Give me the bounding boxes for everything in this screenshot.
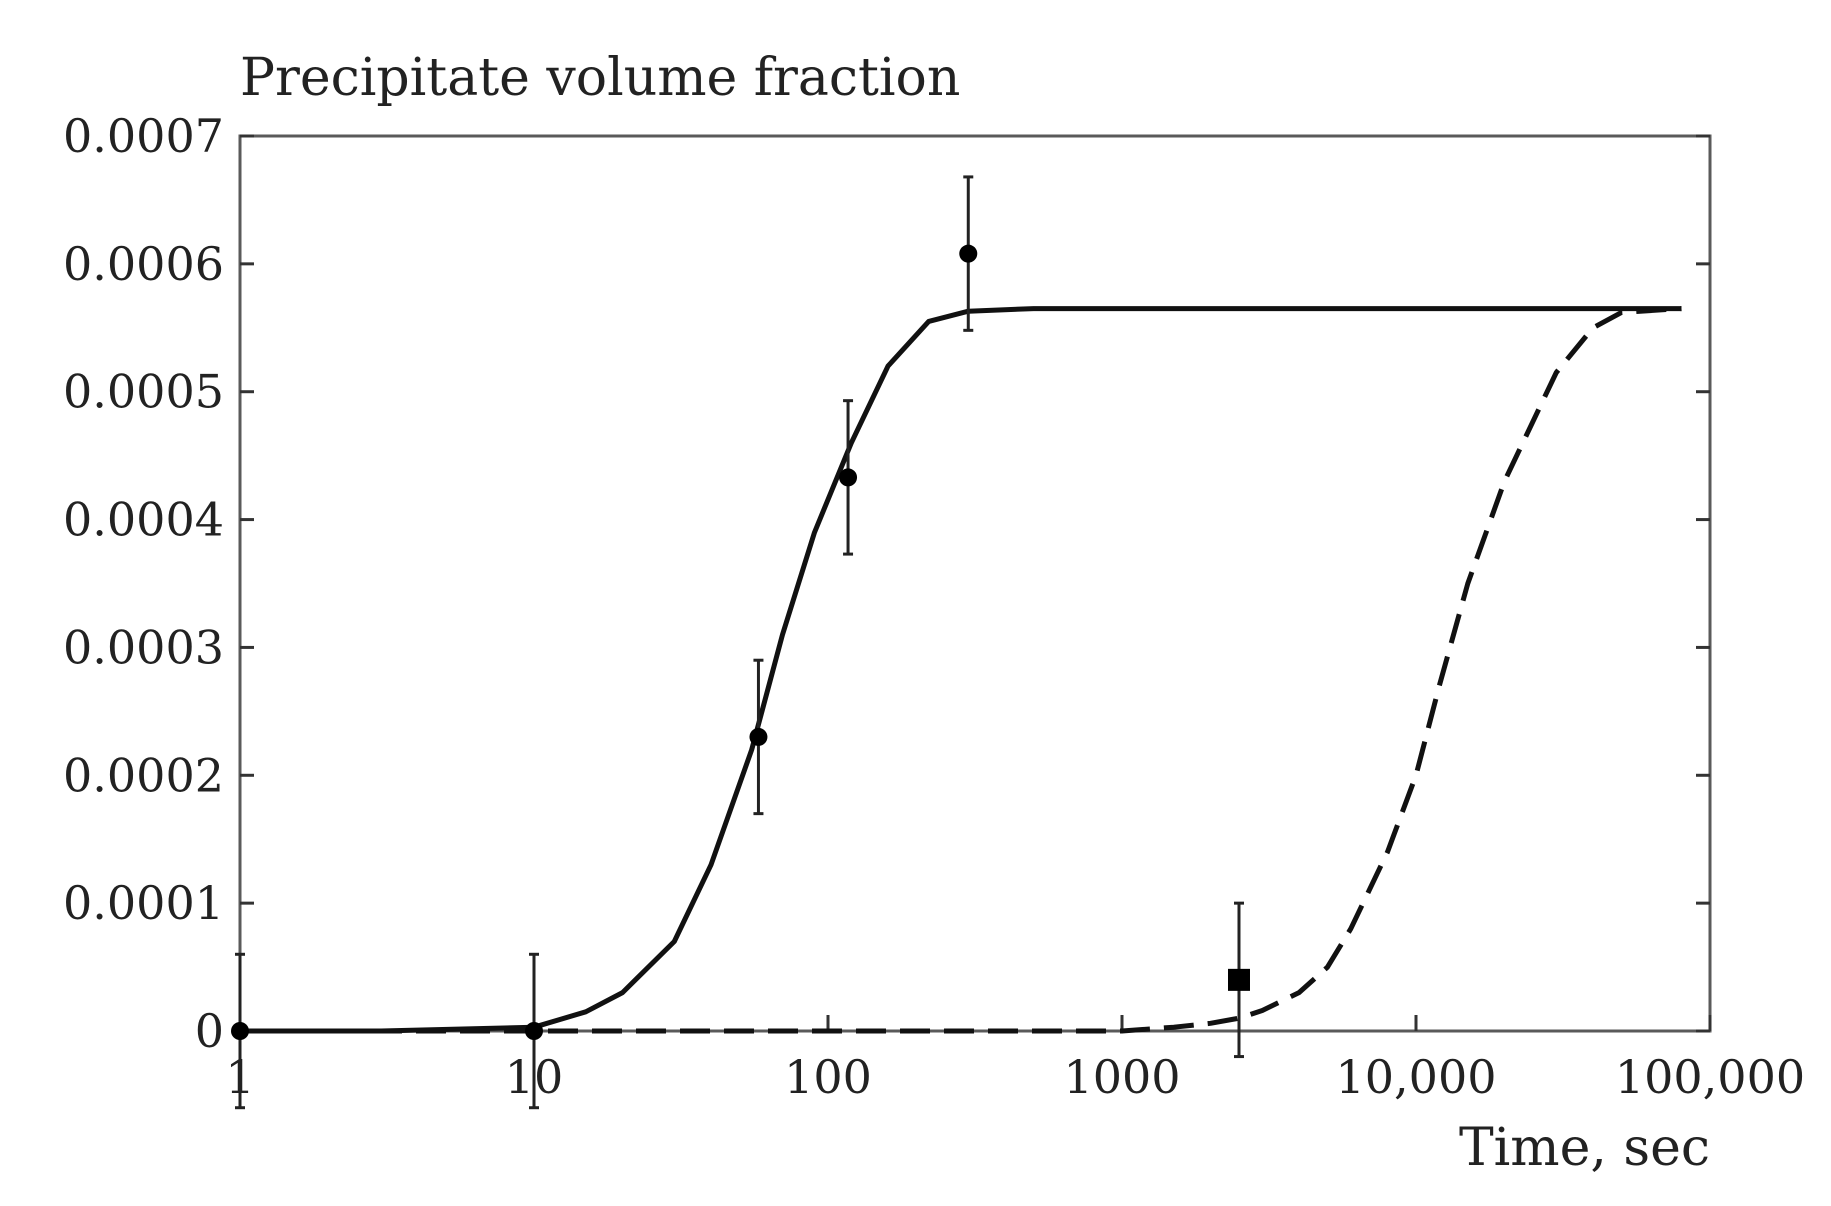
solid-curve	[240, 306, 1682, 1034]
y-tick-label: 0	[195, 1004, 224, 1058]
y-tick-label: 0.0001	[63, 876, 224, 930]
points-layer	[231, 175, 1250, 1110]
x-tick-label: 100	[784, 1050, 872, 1104]
data-point	[231, 1022, 249, 1040]
dashed-curve	[240, 306, 1682, 1034]
y-axis: 0 0.0001 0.0002 0.0003 0.0004 0.0005 0.0006 0.0…	[63, 109, 1710, 1058]
data-point	[749, 727, 768, 746]
chart-title: Precipitate volume fraction	[240, 48, 960, 108]
data-point-square	[1227, 968, 1250, 991]
plot-frame	[238, 134, 1712, 1033]
data-point	[839, 468, 858, 487]
x-tick-label: 100,000	[1615, 1050, 1805, 1104]
series-layer	[240, 306, 1682, 1034]
y-tick-label: 0.0006	[63, 237, 224, 291]
y-tick-label: 0.0005	[63, 365, 224, 419]
x-tick-label: 1000	[1063, 1050, 1180, 1104]
y-tick-label: 0.0007	[63, 109, 224, 163]
data-point	[959, 244, 978, 263]
x-tick-label: 10,000	[1336, 1050, 1497, 1104]
x-axis-title: Time, sec	[1459, 1118, 1710, 1178]
y-tick-label: 0.0003	[63, 620, 224, 674]
data-point	[525, 1022, 543, 1040]
y-tick-label: 0.0002	[63, 748, 224, 802]
y-tick-label: 0.0004	[63, 493, 224, 547]
